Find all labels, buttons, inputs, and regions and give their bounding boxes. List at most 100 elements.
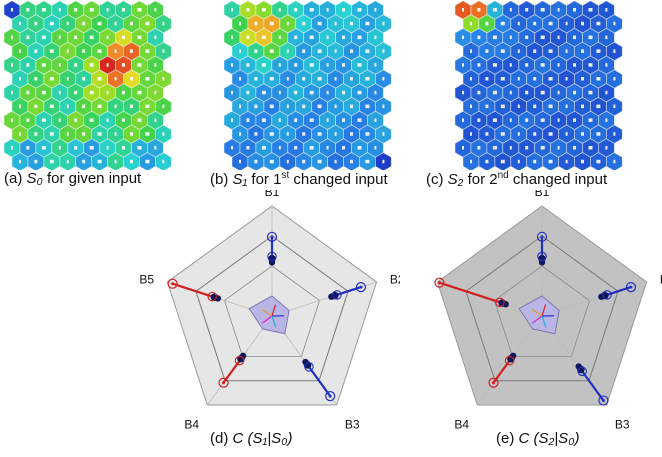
hex-marker <box>82 159 86 164</box>
hex-marker <box>613 132 616 136</box>
hex-marker <box>106 90 109 95</box>
hex-marker <box>278 8 281 12</box>
hex-marker <box>231 146 233 150</box>
hex-marker <box>74 63 78 67</box>
hex-marker <box>137 90 142 95</box>
radar-mid-ring <box>195 235 349 382</box>
hex-marker <box>588 90 593 95</box>
hex-marker <box>485 132 489 136</box>
radar-center-ray <box>261 308 273 317</box>
hex-marker <box>533 132 537 136</box>
hex-marker <box>302 21 306 26</box>
hex-marker <box>548 49 553 53</box>
hex-marker <box>533 159 537 164</box>
hex-marker <box>326 90 329 95</box>
hex-marker <box>269 104 274 109</box>
hex-marker <box>82 132 86 136</box>
radar-hollow-dot <box>266 231 278 242</box>
hex-marker <box>278 118 281 122</box>
hex-marker <box>58 63 61 67</box>
hex-marker <box>49 132 54 136</box>
hex-marker <box>145 49 150 53</box>
hex-marker <box>130 132 133 136</box>
hex-marker <box>462 118 464 122</box>
hex-marker <box>477 90 481 95</box>
hex-marker <box>350 104 353 109</box>
hex-marker <box>89 90 94 95</box>
hex-marker <box>573 8 576 12</box>
hex-marker <box>596 159 601 164</box>
hex-marker <box>286 49 289 53</box>
hex-marker <box>145 21 150 26</box>
hex-marker <box>533 49 537 53</box>
hex-marker <box>500 49 505 53</box>
hex-marker <box>246 146 250 150</box>
hex-marker <box>581 132 584 136</box>
hex-marker <box>605 146 608 150</box>
radar-hollow-dot <box>536 231 548 242</box>
hex-marker <box>34 132 38 136</box>
hex-marker <box>286 77 289 81</box>
hex-marker <box>137 118 142 122</box>
hex-marker <box>557 63 560 67</box>
hex-marker <box>145 104 150 109</box>
hex-marker <box>162 132 165 136</box>
hex-marker <box>374 63 377 67</box>
hexmap-s0 <box>3 0 172 170</box>
hex-marker <box>154 90 157 95</box>
hex-marker <box>246 90 250 95</box>
hex-marker <box>19 49 21 53</box>
hex-marker <box>533 21 537 26</box>
hex-marker <box>114 21 117 26</box>
hex-marker <box>231 35 233 40</box>
hex-marker <box>254 159 258 164</box>
hex-marker <box>19 77 21 81</box>
hex-marker <box>374 90 377 95</box>
hex-marker <box>145 77 150 81</box>
hex-marker <box>581 159 584 164</box>
hex-marker <box>26 90 30 95</box>
radar-e: B1B2B3B4B5 <box>434 190 662 430</box>
hex-marker <box>509 118 512 122</box>
hex-marker <box>154 118 157 122</box>
radar-hollow-dot <box>355 282 367 293</box>
hex-marker <box>97 21 102 26</box>
radar-axis-label-b5: B5 <box>139 273 154 287</box>
hex-marker <box>596 104 601 109</box>
hex-marker <box>470 159 472 164</box>
hex-marker <box>525 90 529 95</box>
hex-marker <box>137 35 142 40</box>
hex-marker <box>309 90 314 95</box>
hex-marker <box>49 49 54 53</box>
radar-axis-label-b3: B3 <box>345 417 360 430</box>
hex-marker <box>261 146 266 150</box>
hex-marker <box>74 35 78 40</box>
hex-marker <box>374 8 377 12</box>
hex-marker <box>278 90 281 95</box>
hexmap-s1 <box>223 0 392 170</box>
hex-marker <box>58 146 61 150</box>
hex-marker <box>588 63 593 67</box>
radar-hollow-dot <box>325 390 336 402</box>
hex-marker <box>74 8 78 12</box>
hex-marker <box>309 146 314 150</box>
radar-segment <box>598 282 637 300</box>
hex-marker <box>246 35 250 40</box>
hex-marker <box>540 63 545 67</box>
hex-marker <box>254 104 258 109</box>
hex-marker <box>278 146 281 150</box>
hex-marker <box>462 90 464 95</box>
hex-marker <box>382 21 385 26</box>
hex-marker <box>89 146 94 150</box>
hex-marker <box>470 49 472 53</box>
hex-marker <box>261 90 266 95</box>
radar-axis-label-b1: B1 <box>265 190 280 199</box>
hex-marker <box>326 118 329 122</box>
hex-marker <box>573 146 576 150</box>
radar-axis-label-b2: B2 <box>390 273 400 287</box>
hex-marker <box>525 118 529 122</box>
hex-marker <box>548 104 553 109</box>
hex-marker <box>326 63 329 67</box>
hex-marker <box>374 118 377 122</box>
hex-marker <box>74 118 78 122</box>
